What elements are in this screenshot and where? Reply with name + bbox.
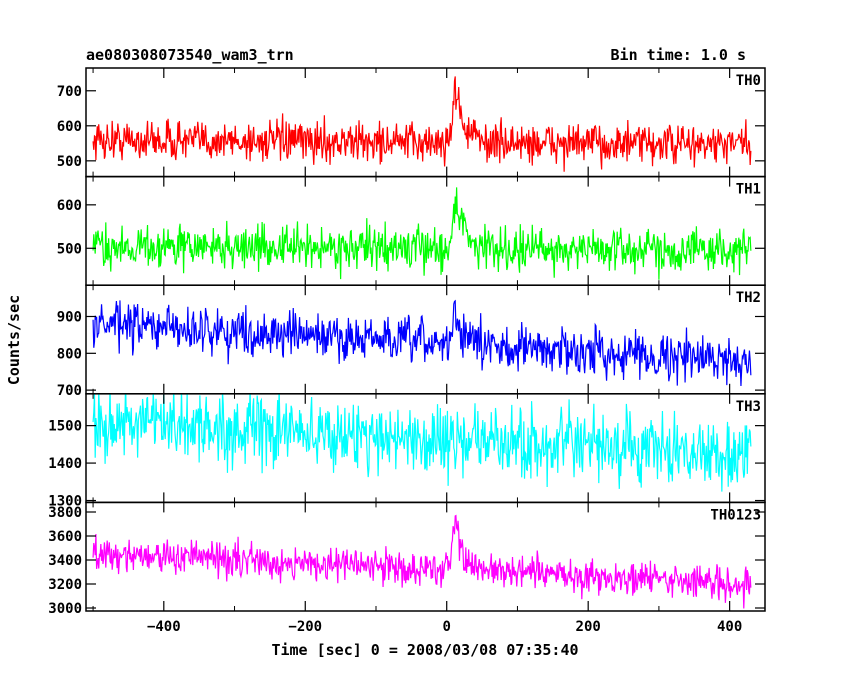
x-tick-label: −200 bbox=[288, 619, 322, 635]
y-tick-label: 700 bbox=[57, 84, 82, 100]
y-axis-title: Counts/sec bbox=[5, 295, 23, 385]
series-th0 bbox=[92, 76, 752, 172]
panel-th0123: 3000 3200 3400 3600 3800 TH0123 bbox=[48, 501, 766, 617]
panel-frame bbox=[85, 175, 766, 286]
y-tick-label: 1500 bbox=[48, 419, 82, 435]
x-tick-label: 200 bbox=[576, 619, 601, 635]
panel-label: TH0123 bbox=[710, 507, 761, 523]
y-tick-label: 700 bbox=[57, 383, 82, 399]
series-th1 bbox=[92, 187, 752, 280]
panel-th3: 1300 1400 1500 TH3 bbox=[48, 393, 766, 510]
panel-frame bbox=[85, 67, 766, 178]
panels-group: 500 600 700 TH0 500 600 TH1 700 800 900 TH2 1300 140… bbox=[48, 67, 766, 617]
y-tick-label: 3600 bbox=[48, 529, 82, 545]
y-tick-label: 500 bbox=[57, 241, 82, 257]
x-tick-label: 0 bbox=[443, 619, 451, 635]
panel-label: TH3 bbox=[736, 399, 761, 415]
y-tick-label: 1300 bbox=[48, 494, 82, 510]
series-th3 bbox=[92, 393, 752, 492]
y-tick-label: 3000 bbox=[48, 601, 82, 617]
y-tick-label: 3200 bbox=[48, 577, 82, 593]
y-tick-label: 500 bbox=[57, 154, 82, 170]
series-th0123 bbox=[92, 514, 752, 609]
y-tick-label: 900 bbox=[57, 309, 82, 325]
chart-title: ae080308073540_wam3_trn bbox=[86, 46, 294, 64]
panel-frame bbox=[85, 501, 766, 612]
y-tick-label: 600 bbox=[57, 198, 82, 214]
y-tick-label: 600 bbox=[57, 119, 82, 135]
x-axis: −400 −200 0 200 400 bbox=[147, 619, 742, 635]
series-th2 bbox=[92, 299, 752, 386]
panel-th2: 700 800 900 TH2 bbox=[57, 284, 766, 399]
y-tick-label: 800 bbox=[57, 346, 82, 362]
panel-label: TH2 bbox=[736, 290, 761, 306]
y-tick-label: 3400 bbox=[48, 553, 82, 569]
bin-time-label: Bin time: 1.0 s bbox=[611, 46, 746, 64]
panel-label: TH1 bbox=[736, 182, 761, 198]
x-tick-label: 400 bbox=[717, 619, 742, 635]
panel-th0: 500 600 700 TH0 bbox=[57, 67, 766, 178]
panel-th1: 500 600 TH1 bbox=[57, 175, 766, 286]
x-axis-title: Time [sec] 0 = 2008/03/08 07:35:40 bbox=[271, 641, 578, 659]
panel-label: TH0 bbox=[736, 73, 761, 89]
x-tick-label: −400 bbox=[147, 619, 181, 635]
y-tick-label: 3800 bbox=[48, 505, 82, 521]
y-tick-label: 1400 bbox=[48, 456, 82, 472]
